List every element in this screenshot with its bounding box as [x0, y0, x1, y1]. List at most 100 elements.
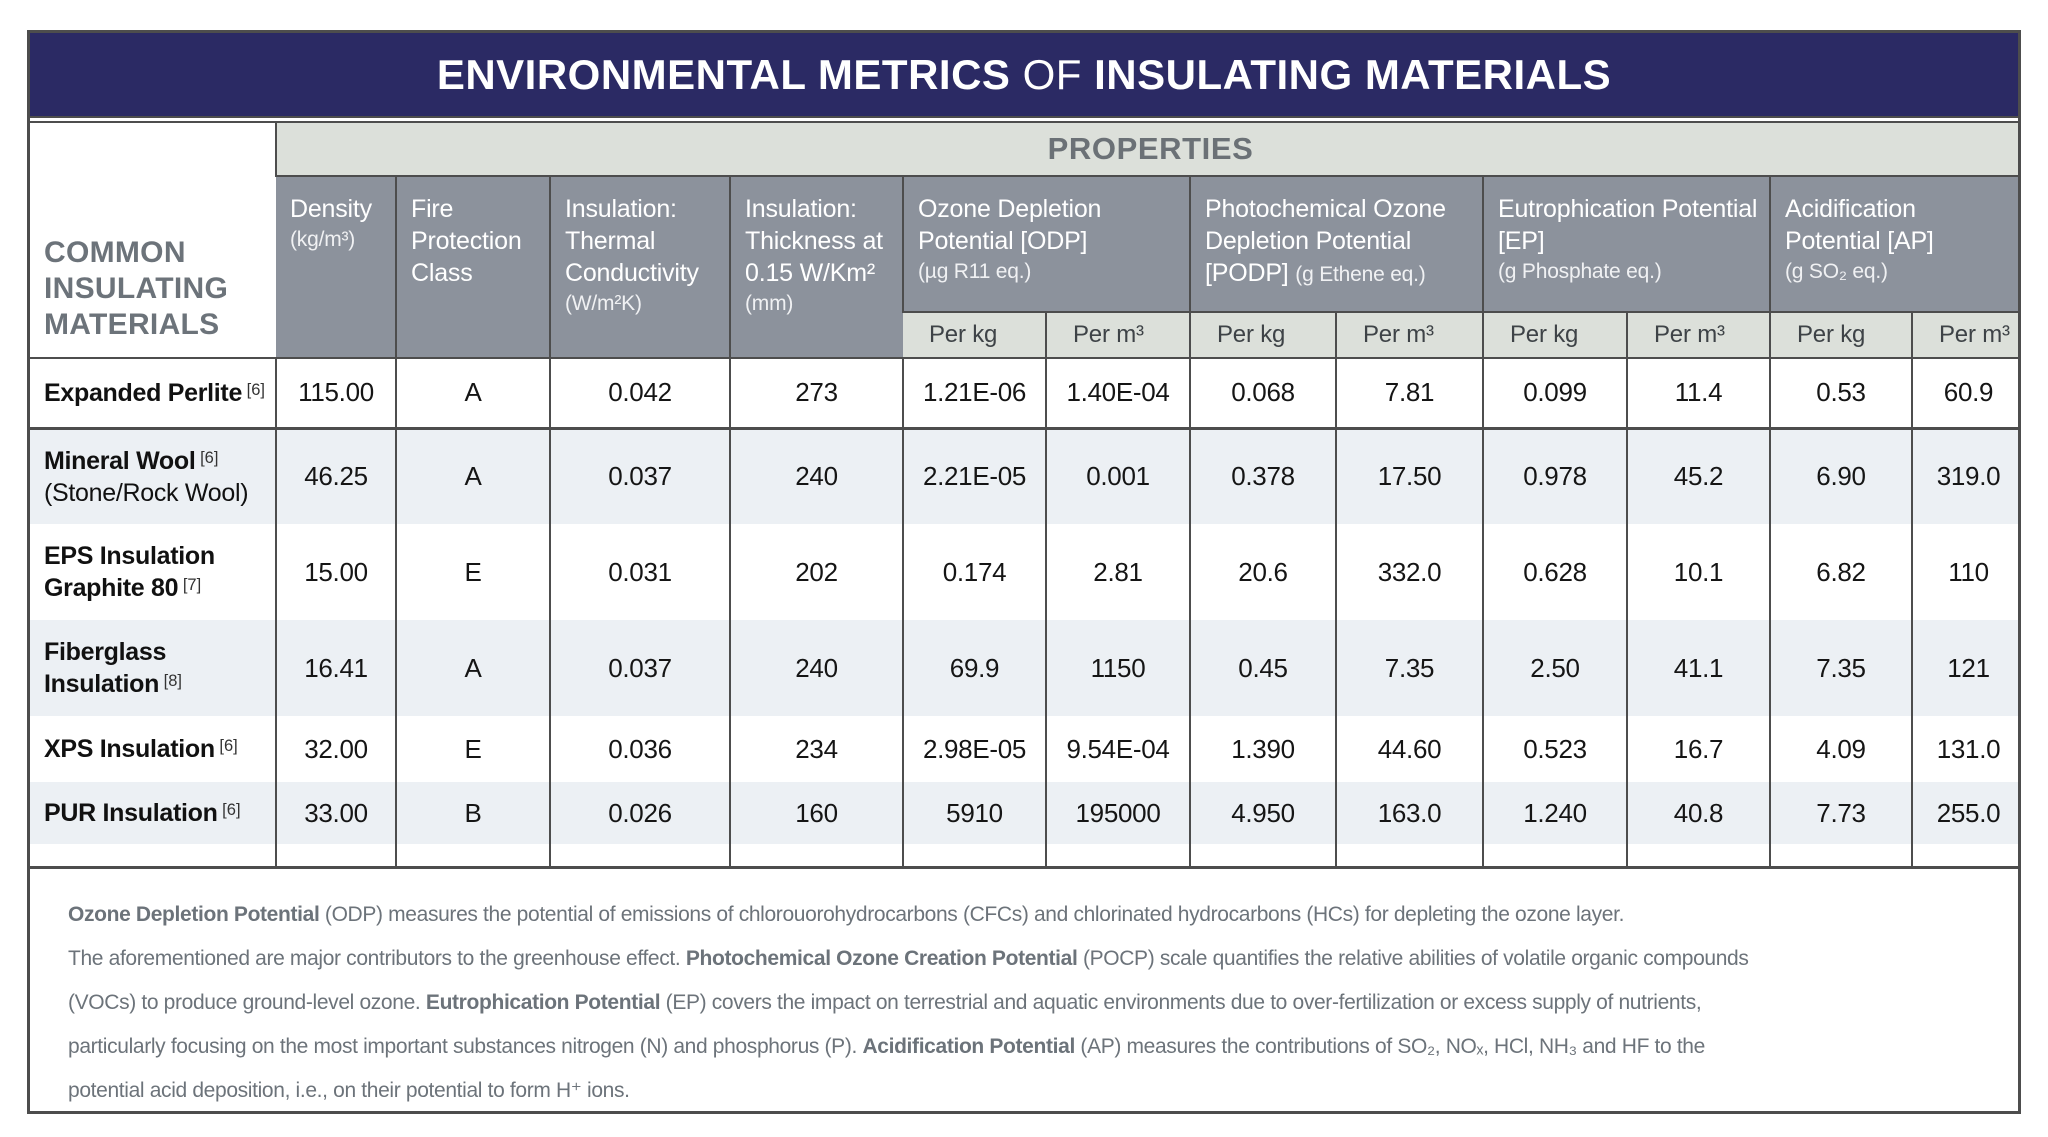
cell: 7.35	[1335, 620, 1483, 716]
cell: 15.00	[275, 524, 396, 620]
row-label: Fiberglass Insulation [8]	[30, 620, 276, 716]
cell: 110	[1910, 524, 2018, 620]
col-group-ap: Acidification Potential [AP] (g SO₂ eq.)	[1768, 176, 2018, 313]
spacer-row	[30, 844, 2018, 866]
cell: 33.00	[275, 782, 396, 844]
row-group-header: COMMON INSULATING MATERIALS	[30, 122, 276, 359]
cell: 4.950	[1189, 782, 1336, 844]
title-bar: ENVIRONMENTAL METRICS OF INSULATING MATE…	[30, 33, 2018, 118]
cell: 0.378	[1189, 428, 1336, 524]
cell: 163.0	[1335, 782, 1483, 844]
footnote-section: Ozone Depletion Potential (ODP) measures…	[30, 866, 2018, 1111]
subcol-ap-per-m3: Per m³	[1910, 312, 2018, 359]
cell: 160	[729, 782, 903, 844]
cell: 0.45	[1189, 620, 1336, 716]
cell: 7.35	[1769, 620, 1912, 716]
cell: A	[395, 428, 550, 524]
page-title: ENVIRONMENTAL METRICS OF INSULATING MATE…	[436, 50, 1612, 98]
col-header-fire-class: Fire Protection Class	[395, 176, 550, 359]
cell: 0.037	[549, 428, 730, 524]
footnote-line: The aforementioned are major contributor…	[68, 947, 1749, 971]
cell: 32.00	[275, 716, 396, 782]
cell: 0.099	[1482, 358, 1627, 430]
subcol-odp-per-kg: Per kg	[903, 312, 1046, 359]
table-row: EPS Insulation Graphite 80 [7] 15.00 E 0.031…	[30, 524, 2018, 620]
cell: 115.00	[275, 358, 396, 430]
cell: 0.53	[1769, 358, 1912, 430]
cell: 20.6	[1189, 524, 1336, 620]
cell: 332.0	[1335, 524, 1483, 620]
cell: 45.2	[1626, 428, 1770, 524]
cell: 240	[729, 620, 903, 716]
cell: 6.82	[1769, 524, 1912, 620]
subcol-ep-per-m3: Per m³	[1626, 312, 1770, 359]
cell: 11.4	[1626, 358, 1770, 430]
cell: 0.978	[1482, 428, 1627, 524]
cell: 0.026	[549, 782, 730, 844]
row-label: XPS Insulation [6]	[44, 735, 238, 763]
cell: B	[395, 782, 550, 844]
cell: 7.81	[1335, 358, 1483, 430]
cell: 255.0	[1910, 782, 2018, 844]
cell: 44.60	[1335, 716, 1483, 782]
divider	[30, 118, 2018, 121]
cell: 10.1	[1626, 524, 1770, 620]
cell: 7.73	[1769, 782, 1912, 844]
col-header-thermal-conductivity: Insulation: Thermal Conductivity (W/m²K)	[549, 176, 730, 359]
cell: 319.0	[1910, 428, 2018, 524]
cell: 9.54E-04	[1045, 716, 1190, 782]
table-row: PUR Insulation [6] 33.00 B 0.026 160 5910 1950…	[30, 782, 2018, 844]
cell: A	[395, 358, 550, 430]
properties-table: COMMON INSULATING MATERIALS PROPERTIES Den…	[30, 121, 2018, 866]
cell: 16.41	[275, 620, 396, 716]
cell: 17.50	[1335, 428, 1483, 524]
cell: 0.001	[1045, 428, 1190, 524]
subcol-ep-per-kg: Per kg	[1482, 312, 1627, 359]
col-group-odp: Ozone Depletion Potential [ODP] (µg R11 …	[902, 176, 1190, 313]
cell: 0.031	[549, 524, 730, 620]
cell: 46.25	[275, 428, 396, 524]
cell: 1.240	[1482, 782, 1627, 844]
cell: 1.40E-04	[1045, 358, 1190, 430]
table-row: Fiberglass Insulation [8] 16.41 A 0.037 240 69…	[30, 620, 2018, 716]
cell: A	[395, 620, 550, 716]
cell: 0.036	[549, 716, 730, 782]
cell: 240	[729, 428, 903, 524]
cell: 0.523	[1482, 716, 1627, 782]
subcol-ap-per-kg: Per kg	[1769, 312, 1912, 359]
cell: 69.9	[902, 620, 1046, 716]
cell: 0.174	[902, 524, 1046, 620]
row-label: EPS Insulation Graphite 80 [7]	[44, 542, 215, 602]
cell: 1.390	[1189, 716, 1336, 782]
table-row: Expanded Perlite [6] 115.00 A 0.042 273 1.21E…	[30, 358, 2018, 430]
footnote-text: Ozone Depletion Potential (ODP) measures…	[68, 893, 1980, 1111]
cell: E	[395, 524, 550, 620]
row-label: Mineral Wool [6] (Stone/Rock Wool)	[30, 428, 276, 524]
subcol-podp-per-m3: Per m³	[1335, 312, 1483, 359]
properties-header: PROPERTIES	[274, 122, 2018, 177]
cell: 1.21E-06	[902, 358, 1046, 430]
cell: 16.7	[1626, 716, 1770, 782]
insulation-metrics-document: ENVIRONMENTAL METRICS OF INSULATING MATE…	[27, 30, 2021, 1114]
footnote-line: potential acid deposition, i.e., on thei…	[68, 1079, 630, 1103]
cell: 121	[1910, 620, 2018, 716]
footnote-line: particularly focusing on the most import…	[68, 1035, 1705, 1059]
cell: 2.98E-05	[902, 716, 1046, 782]
row-label: Expanded Perlite [6]	[30, 358, 276, 430]
cell: 41.1	[1626, 620, 1770, 716]
col-header-density: Density (kg/m³)	[276, 176, 396, 359]
cell: 202	[729, 524, 903, 620]
footnote-line: (VOCs) to produce ground-level ozone. Eu…	[68, 991, 1702, 1015]
col-group-ep: Eutrophication Potential [EP] (g Phospha…	[1482, 176, 1770, 313]
cell: 60.9	[1910, 358, 2018, 430]
cell: 195000	[1045, 782, 1190, 844]
cell: 4.09	[1769, 716, 1912, 782]
subcol-podp-per-kg: Per kg	[1189, 312, 1336, 359]
cell: 40.8	[1626, 782, 1770, 844]
cell: 2.21E-05	[902, 428, 1046, 524]
cell: 273	[729, 358, 903, 430]
cell: 6.90	[1769, 428, 1912, 524]
footnote-line: Ozone Depletion Potential (ODP) measures…	[68, 903, 1625, 926]
row-label: PUR Insulation [6]	[30, 782, 276, 844]
cell: 2.81	[1045, 524, 1190, 620]
